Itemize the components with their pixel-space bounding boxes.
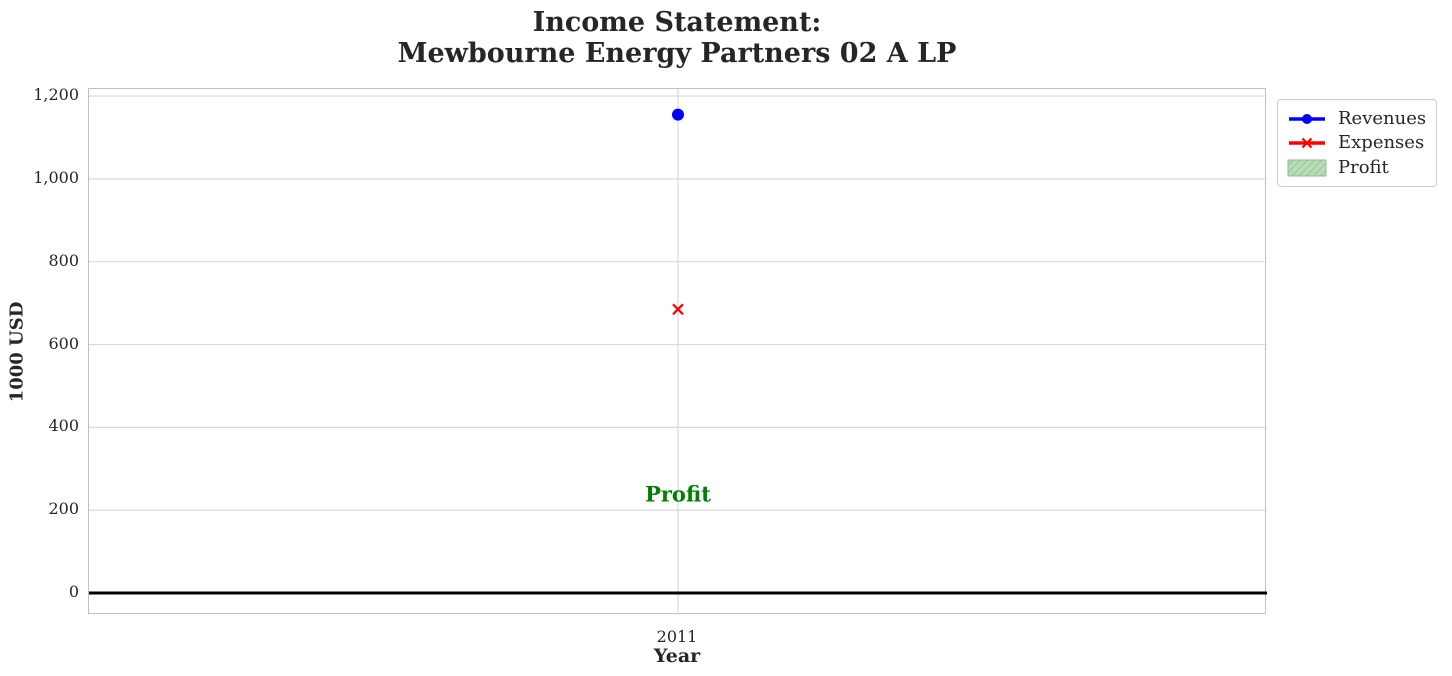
x-axis-label: Year: [653, 645, 701, 667]
legend-label-revenues: Revenues: [1338, 107, 1427, 129]
profit-annotation: Profit: [645, 481, 711, 507]
plot-area: Profit: [88, 88, 1267, 615]
legend-item-revenues: Revenues: [1287, 107, 1428, 129]
y-tick-label: 800: [48, 250, 79, 270]
x-tick-label-2011: 2011: [656, 627, 698, 646]
legend-item-expenses: Expenses: [1287, 133, 1428, 153]
legend-label-profit: Profit: [1338, 156, 1389, 178]
legend-label-expenses: Expenses: [1338, 132, 1425, 153]
chart-title: Income Statement: Mewbourne Energy Partn…: [397, 7, 957, 69]
y-tick-label: 0: [68, 582, 79, 602]
expenses-line-icon: [1289, 137, 1325, 149]
revenues-line-icon: [1289, 113, 1325, 124]
profit-hatch-patch-icon: [1287, 159, 1327, 176]
y-tick-label: 1,000: [33, 167, 79, 187]
plot-canvas: [89, 89, 1267, 615]
y-tick-label: 600: [48, 333, 79, 353]
y-tick-label: 1,200: [33, 85, 79, 105]
legend: Revenues Expenses Profit: [1277, 99, 1437, 187]
y-tick-label: 400: [48, 416, 79, 436]
legend-item-profit: Profit: [1287, 156, 1428, 178]
y-tick-label: 200: [48, 499, 79, 519]
